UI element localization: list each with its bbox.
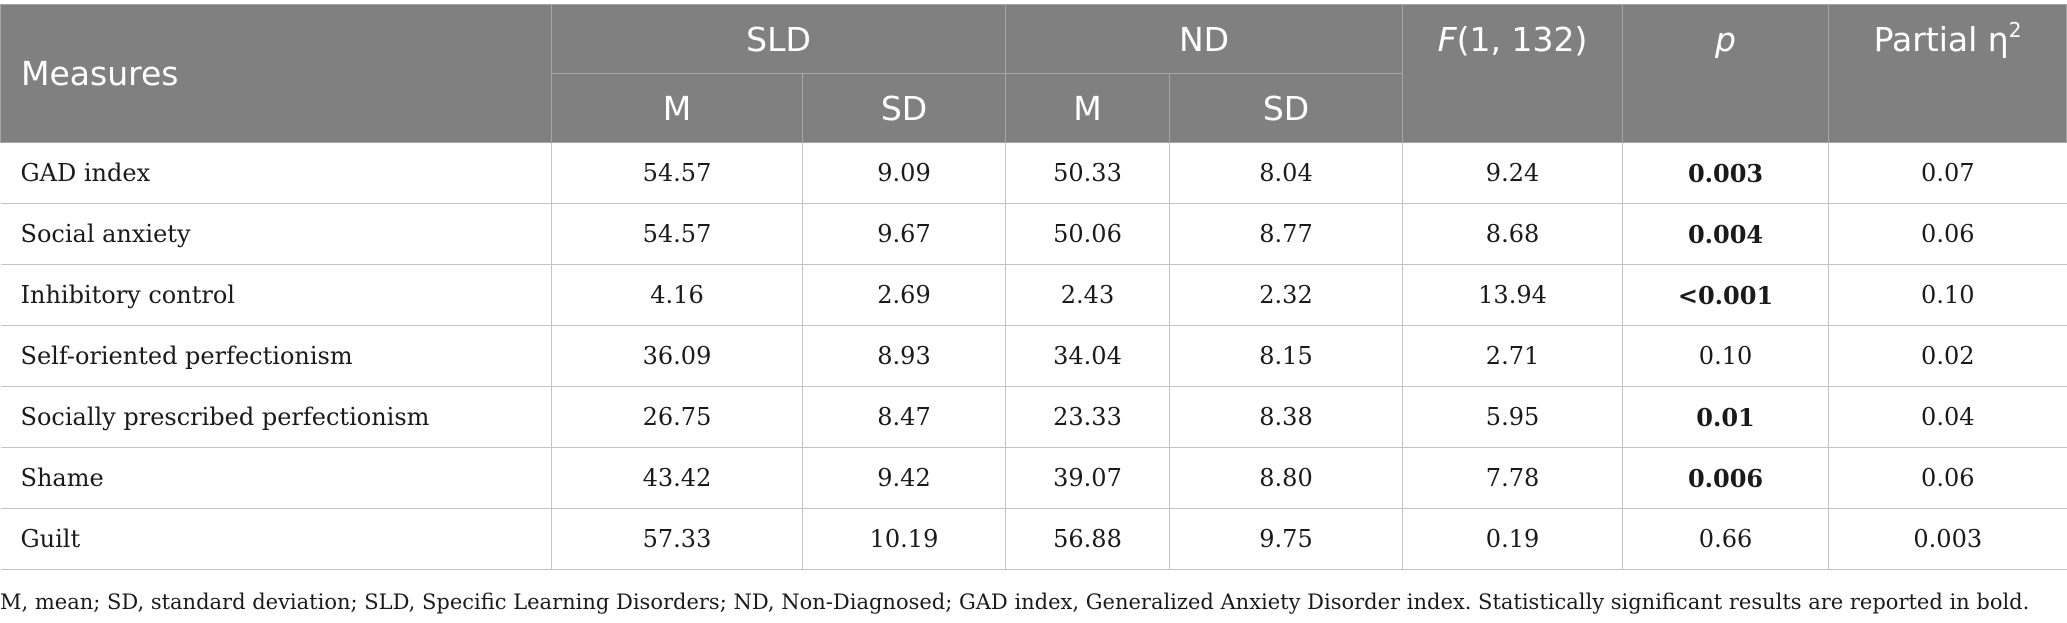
row-measure-label: Socially prescribed perfectionism [0,386,552,448]
cell-sld-sd: 10.19 [802,508,1006,570]
header-nd-sd: SD [1168,73,1404,143]
cell-p-value: 0.10 [1622,325,1830,387]
table-row: Socially prescribed perfectionism 26.75 … [0,386,2067,448]
table-body: GAD index 54.57 9.09 50.33 8.04 9.24 0.0… [0,142,2067,570]
table-row: Guilt 57.33 10.19 56.88 9.75 0.19 0.66 0… [0,508,2067,570]
cell-partial-eta: 0.10 [1828,264,2067,326]
header-group-nd: ND [1004,4,1404,74]
cell-nd-sd: 8.15 [1168,325,1404,387]
cell-nd-mean: 39.07 [1005,447,1170,509]
cell-sld-mean: 4.16 [551,264,803,326]
cell-nd-sd: 9.75 [1168,508,1404,570]
cell-sld-mean: 26.75 [551,386,803,448]
cell-nd-mean: 23.33 [1005,386,1170,448]
cell-partial-eta: 0.04 [1828,386,2067,448]
cell-f-value: 9.24 [1402,142,1624,204]
header-f-statistic: F(1, 132) [1402,4,1624,143]
row-measure-label: GAD index [0,142,552,204]
header-f-df: (1, 132) [1456,20,1588,59]
header-measures: Measures [0,4,552,143]
cell-sld-sd: 2.69 [802,264,1006,326]
results-table: Measures SLD ND F(1, 132) p Partial η2 M… [0,4,2067,570]
row-measure-label: Inhibitory control [0,264,552,326]
header-f-letter: F [1437,20,1457,59]
row-measure-label: Guilt [0,508,552,570]
cell-f-value: 13.94 [1402,264,1624,326]
cell-nd-mean: 56.88 [1005,508,1170,570]
cell-nd-sd: 2.32 [1168,264,1404,326]
table-row: Shame 43.42 9.42 39.07 8.80 7.78 0.006 0… [0,447,2067,509]
cell-nd-sd: 8.77 [1168,203,1404,265]
cell-partial-eta: 0.02 [1828,325,2067,387]
cell-nd-mean: 34.04 [1005,325,1170,387]
cell-sld-mean: 57.33 [551,508,803,570]
table-row: Social anxiety 54.57 9.67 50.06 8.77 8.6… [0,203,2067,265]
cell-sld-sd: 9.42 [802,447,1006,509]
row-measure-label: Social anxiety [0,203,552,265]
cell-p-value: 0.003 [1622,142,1830,204]
table-row: Self-oriented perfectionism 36.09 8.93 3… [0,325,2067,387]
cell-sld-mean: 36.09 [551,325,803,387]
cell-sld-sd: 9.09 [802,142,1006,204]
cell-f-value: 8.68 [1402,203,1624,265]
cell-sld-mean: 43.42 [551,447,803,509]
cell-p-value: <0.001 [1622,264,1830,326]
header-eta-superscript: 2 [2008,18,2022,42]
cell-p-value: 0.66 [1622,508,1830,570]
header-eta-text: Partial η [1873,20,2009,59]
cell-p-value: 0.006 [1622,447,1830,509]
results-table-container: Measures SLD ND F(1, 132) p Partial η2 M… [0,4,2067,570]
cell-partial-eta: 0.06 [1828,447,2067,509]
cell-f-value: 5.95 [1402,386,1624,448]
cell-nd-sd: 8.38 [1168,386,1404,448]
table-row: GAD index 54.57 9.09 50.33 8.04 9.24 0.0… [0,142,2067,204]
cell-sld-mean: 54.57 [551,142,803,204]
cell-partial-eta: 0.06 [1828,203,2067,265]
row-measure-label: Self-oriented perfectionism [0,325,552,387]
cell-partial-eta: 0.07 [1828,142,2067,204]
cell-nd-mean: 2.43 [1005,264,1170,326]
cell-sld-mean: 54.57 [551,203,803,265]
header-partial-eta: Partial η2 [1828,4,2067,143]
cell-p-value: 0.01 [1622,386,1830,448]
header-p-value: p [1622,4,1830,143]
cell-partial-eta: 0.003 [1828,508,2067,570]
cell-f-value: 7.78 [1402,447,1624,509]
table-row: Inhibitory control 4.16 2.69 2.43 2.32 1… [0,264,2067,326]
row-measure-label: Shame [0,447,552,509]
cell-nd-sd: 8.04 [1168,142,1404,204]
cell-sld-sd: 8.93 [802,325,1006,387]
cell-sld-sd: 9.67 [802,203,1006,265]
cell-f-value: 0.19 [1402,508,1624,570]
cell-nd-mean: 50.06 [1005,203,1170,265]
cell-f-value: 2.71 [1402,325,1624,387]
cell-nd-sd: 8.80 [1168,447,1404,509]
table-header: Measures SLD ND F(1, 132) p Partial η2 M… [0,4,2067,143]
cell-p-value: 0.004 [1622,203,1830,265]
cell-nd-mean: 50.33 [1005,142,1170,204]
header-nd-mean: M [1005,73,1170,143]
header-sld-mean: M [551,73,803,143]
header-sld-sd: SD [802,73,1006,143]
table-footnote: M, mean; SD, standard deviation; SLD, Sp… [0,590,2030,614]
header-group-sld: SLD [551,4,1006,74]
cell-sld-sd: 8.47 [802,386,1006,448]
